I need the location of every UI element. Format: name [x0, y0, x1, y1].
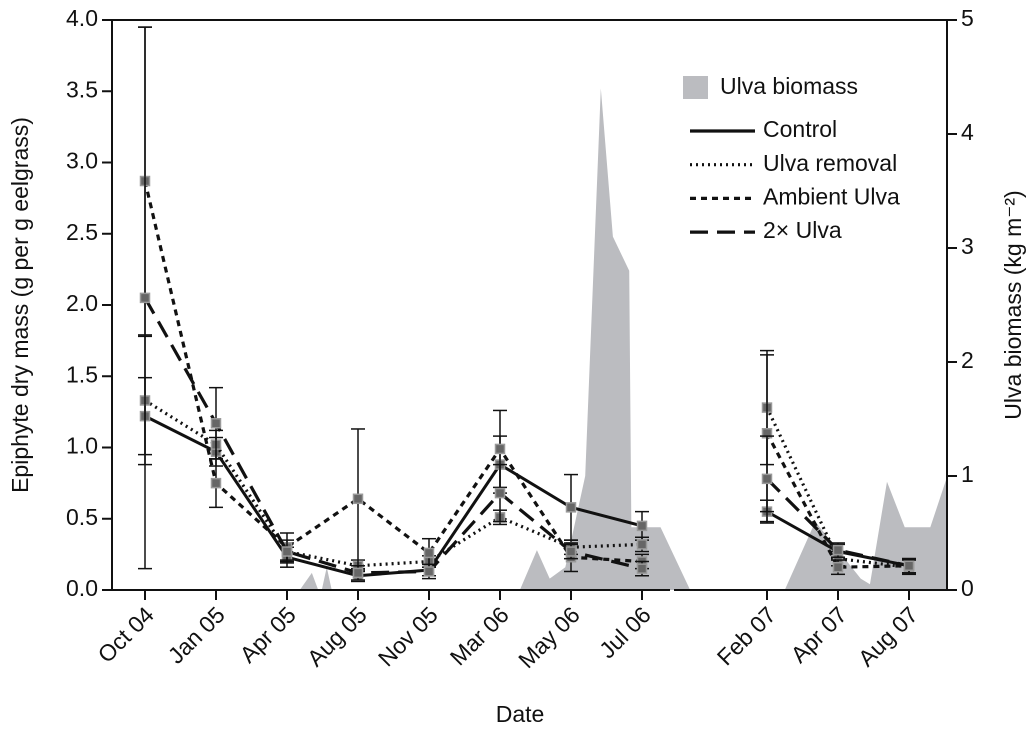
legend-label: Ulva biomass [720, 73, 858, 99]
y-tick-label: 3.0 [66, 148, 98, 174]
x-tick-label: Nov 05 [373, 601, 443, 671]
x-tick-label: Mar 06 [445, 601, 514, 670]
y-axis-title: Epiphyte dry mass (g per g eelgrass) [7, 117, 33, 493]
y2-tick-label: 4 [961, 119, 974, 145]
data-point [903, 560, 915, 572]
data-point [636, 563, 648, 574]
data-point [832, 561, 844, 573]
y2-tick-label: 1 [961, 461, 974, 487]
y2-tick-label: 0 [961, 575, 974, 601]
data-point [636, 539, 648, 550]
data-point [281, 546, 293, 557]
x-tick-label: May 06 [513, 601, 585, 673]
x-tick-label: Jul 06 [594, 601, 656, 663]
data-point [494, 443, 506, 455]
y2-axis-title: Ulva biomass (kg m⁻²) [1000, 190, 1026, 419]
data-point [210, 477, 222, 489]
axis-frame [111, 19, 947, 590]
y-tick-label: 2.5 [66, 219, 98, 245]
y-tick-label: 0.0 [66, 575, 98, 601]
x-tick-label: Jan 05 [163, 601, 230, 668]
y2-tick-label: 5 [961, 5, 974, 31]
data-point [139, 292, 151, 304]
legend-label: 2× Ulva [763, 217, 842, 243]
y-tick-label: 1.5 [66, 361, 98, 387]
legend-label: Ulva removal [763, 150, 897, 176]
legend-swatch [683, 76, 708, 99]
y-tick-label: 2.0 [66, 290, 98, 316]
data-point [565, 502, 577, 513]
x-tick-label: Apr 07 [786, 601, 852, 667]
y-tick-label: 1.0 [66, 433, 98, 459]
data-point [352, 493, 364, 505]
x-tick-label: Aug 05 [302, 601, 372, 671]
data-point [494, 487, 506, 499]
x-axis-title: Date [496, 701, 545, 727]
x-tick-label: Oct 04 [93, 601, 159, 667]
x-tick-label: Feb 07 [712, 601, 781, 670]
y-tick-label: 0.5 [66, 504, 98, 530]
series-line [143, 297, 910, 575]
legend-label: Ambient Ulva [763, 183, 900, 209]
y-tick-label: 3.5 [66, 76, 98, 102]
data-point [423, 547, 435, 559]
series-line [143, 180, 910, 569]
data-point [210, 418, 222, 429]
legend-label: Control [763, 116, 837, 142]
series-line [144, 414, 910, 578]
data-point [423, 566, 435, 577]
data-point [832, 544, 844, 556]
x-tick-label: Apr 05 [235, 601, 301, 667]
y-tick-label: 4.0 [66, 5, 98, 31]
y2-tick-label: 3 [961, 233, 974, 259]
data-point [565, 546, 577, 557]
series-line [144, 399, 910, 569]
data-point [761, 473, 773, 485]
data-point [352, 567, 364, 579]
data-point [636, 520, 648, 532]
x-tick-label: Aug 07 [853, 601, 923, 671]
y2-tick-label: 2 [961, 347, 974, 373]
